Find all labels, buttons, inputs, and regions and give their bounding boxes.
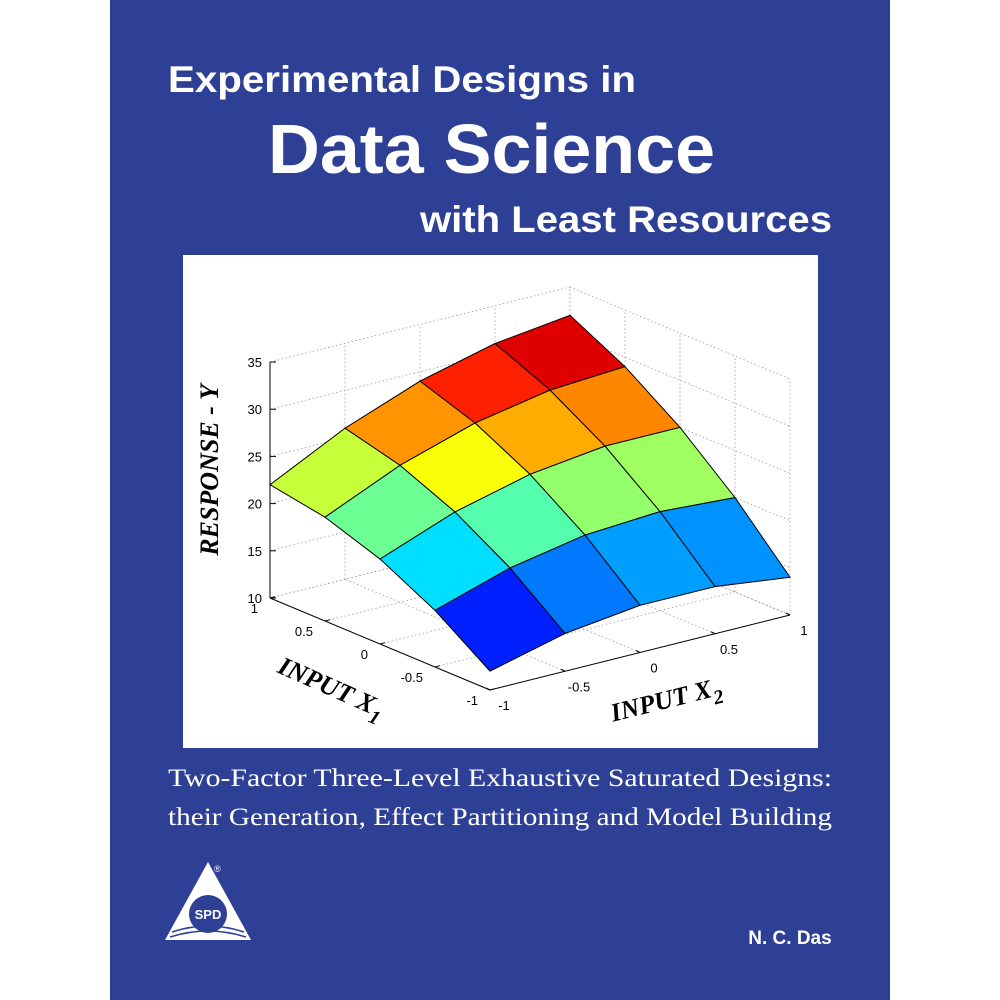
z-tick-label: 30: [248, 402, 262, 417]
logo-circle: [189, 895, 227, 933]
z-tick-label: 20: [248, 497, 262, 512]
tick-mark: [269, 596, 276, 599]
registered-mark: ®: [214, 864, 221, 874]
logo-book: [169, 925, 247, 938]
x2-axis-label-subscript: 2: [710, 686, 726, 710]
z-tick-label: 15: [248, 544, 262, 559]
title-line: Experimental Designs in: [168, 59, 636, 100]
tick-mark: [489, 688, 496, 691]
publisher: SPD: [195, 907, 222, 922]
z-axis-label: RESPONSE - Y: [195, 382, 224, 557]
x2-tick-label: 1: [800, 623, 807, 638]
x2-tick-label: -0.5: [568, 679, 590, 694]
tick-mark: [635, 650, 641, 653]
chart: 10 15 20 25 30 35 -1 -0.5 0 0.5 1 -1 -0.5 0 0.5 1 RESPON…: [195, 286, 808, 730]
x1-tick-label: 0.5: [295, 624, 313, 639]
title: Experimental Designs in Data Science wit…: [168, 59, 832, 240]
tick-mark: [324, 619, 331, 622]
x1-tick-label: 0: [361, 647, 368, 662]
tick-mark: [710, 631, 716, 635]
subtitle-line: their Generation, Effect Partitioning an…: [168, 804, 833, 831]
subtitle: Two-Factor Three-Level Exhaustive Satura…: [168, 765, 833, 831]
tick-mark: [785, 612, 791, 616]
publisher-logo: SPD ®: [165, 862, 251, 940]
x2-tick-label: 0: [650, 661, 657, 676]
title-line: Data Science: [268, 110, 715, 188]
tick-mark: [434, 665, 441, 668]
x1-tick-label: 1: [251, 601, 258, 616]
tick-mark: [379, 642, 386, 645]
tick-mark: [485, 687, 491, 691]
x2-tick-label: 0.5: [720, 642, 738, 657]
subtitle-line: Two-Factor Three-Level Exhaustive Satura…: [168, 765, 832, 792]
x1-tick-label: -1: [466, 693, 478, 708]
z-tick-label: 25: [248, 449, 262, 464]
x2-tick-label: -1: [498, 698, 510, 713]
z-tick-label: 35: [248, 355, 262, 370]
tick-mark: [560, 668, 566, 672]
x1-tick-label: -0.5: [401, 670, 423, 685]
surface-patch: [434, 567, 566, 672]
title-line: with Least Resources: [419, 199, 832, 240]
author: N. C. Das: [748, 928, 831, 949]
z-tick-label: 10: [248, 591, 262, 606]
